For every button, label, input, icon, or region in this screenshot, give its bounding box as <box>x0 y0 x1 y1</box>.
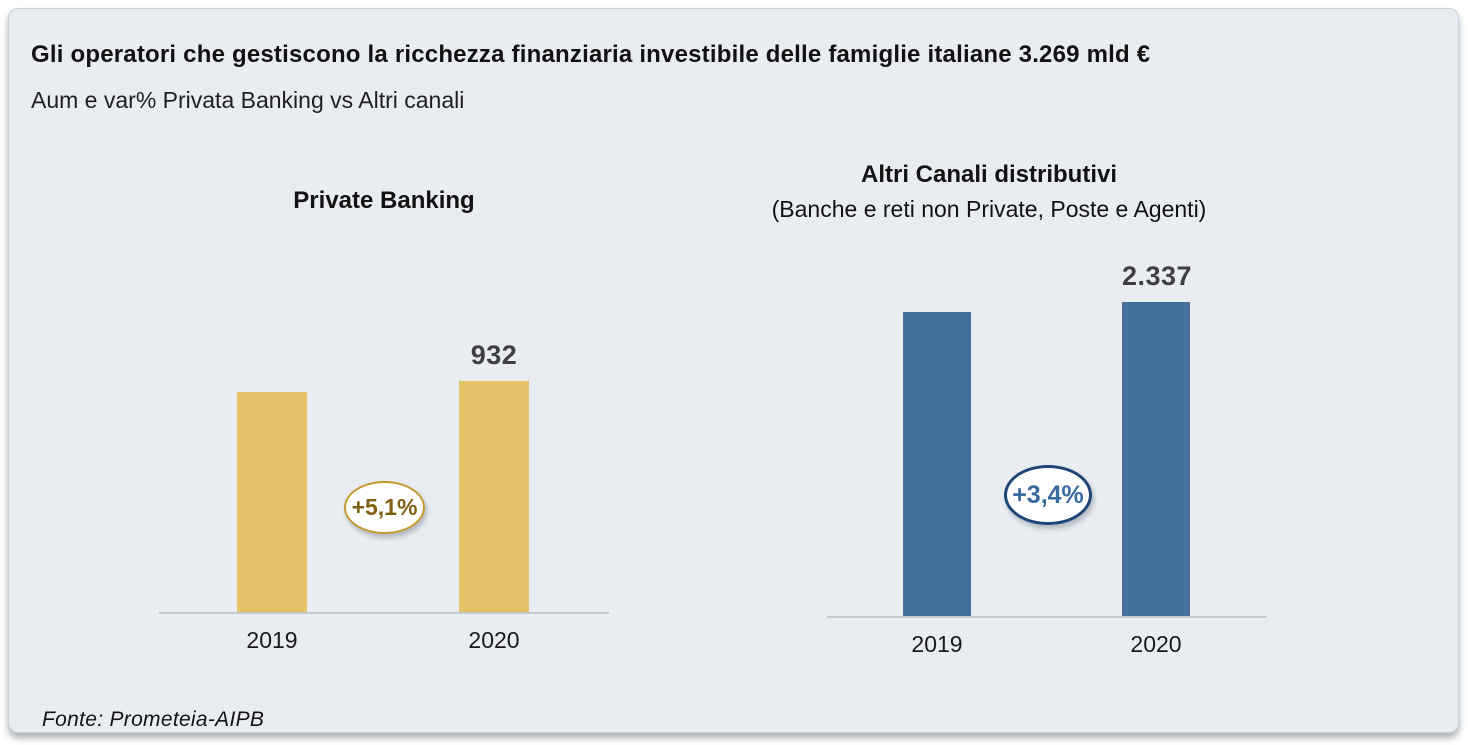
growth-badge-private-banking: +5,1% <box>344 481 425 534</box>
x-axis-altri-canali <box>827 616 1267 618</box>
tick-altri-canali-2019: 2019 <box>911 631 963 657</box>
chart-title-private-banking: Private Banking <box>293 187 475 214</box>
source-note: Fonte: Prometeia-AIPB <box>42 708 265 731</box>
value-label-private-banking-2020: 932 <box>470 340 518 370</box>
slide-card: Gli operatori che gestiscono la ricchezz… <box>8 8 1459 733</box>
chart-title-altri-canali-main: Altri Canali distributivi <box>860 161 1118 188</box>
chart-altri-canali: 2.337 2019 2020 <box>827 261 1267 657</box>
chart-private-banking: 932 2019 2020 <box>159 339 609 653</box>
tick-private-banking-2019: 2019 <box>246 627 298 653</box>
tick-altri-canali-2020: 2020 <box>1130 631 1182 657</box>
chart-title-altri-canali-sub: (Banche e reti non Private, Poste e Agen… <box>771 196 1207 222</box>
value-label-altri-canali-2020: 2.337 <box>1122 261 1193 291</box>
tick-private-banking-2020: 2020 <box>468 627 520 653</box>
bar-altri-canali-2019 <box>903 312 971 617</box>
chart-title-altri-canali: Altri Canali distributivi (Banche e reti… <box>744 157 1234 227</box>
page-subtitle: Aum e var% Privata Banking vs Altri cana… <box>31 87 465 113</box>
page-title: Gli operatori che gestiscono la ricchezz… <box>31 41 1151 68</box>
bar-altri-canali-2020 <box>1122 302 1190 617</box>
growth-badge-altri-canali: +3,4% <box>1004 465 1092 525</box>
bar-private-banking-2020 <box>459 381 529 613</box>
bar-private-banking-2019 <box>237 392 307 613</box>
x-axis-private-banking <box>159 612 609 614</box>
